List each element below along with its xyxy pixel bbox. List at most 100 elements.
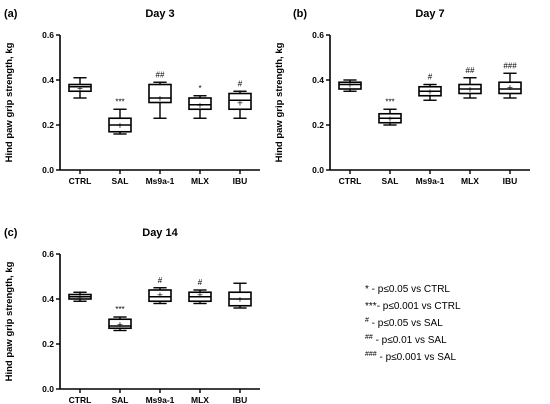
- y-tick-label: 0.6: [42, 30, 54, 40]
- y-axis-label: Hind paw grip strength, kg: [4, 261, 15, 381]
- y-tick-label: 0.6: [312, 30, 324, 40]
- y-tick-label: 0.2: [42, 120, 54, 130]
- legend-text: - p≤0.01 vs SAL: [373, 335, 447, 346]
- legend-item: ### - p≤0.001 vs SAL: [365, 351, 457, 363]
- legend-item: * - p≤0.05 vs CTRL: [365, 284, 450, 295]
- significance-mark: ###: [503, 61, 517, 70]
- significance-mark: #: [238, 79, 243, 88]
- legend-symbol: ##: [365, 334, 373, 341]
- box-ctrl: +: [68, 291, 92, 302]
- significance-mark: ##: [156, 70, 165, 79]
- significance-mark: #: [198, 278, 203, 287]
- box-iqr: [338, 81, 362, 90]
- panel-label: (c): [4, 227, 18, 239]
- box-ms9a-1: + ##: [148, 70, 172, 119]
- y-tick-label: 0.6: [42, 249, 54, 259]
- y-tick-label: 0.0: [42, 165, 54, 175]
- box-sal: + ***: [378, 97, 402, 126]
- x-tick-label: Ms9a-1: [146, 176, 175, 186]
- mean-marker: +: [237, 295, 244, 304]
- y-tick-label: 0.4: [42, 294, 54, 304]
- legend-text: - p≤0.05 vs SAL: [369, 318, 443, 329]
- legend-item: # - p≤0.05 vs SAL: [365, 317, 443, 329]
- legend-symbol: *: [365, 284, 369, 295]
- mean-marker: +: [467, 85, 474, 94]
- panel-label: (a): [4, 8, 18, 20]
- x-tick-label: Ms9a-1: [416, 176, 445, 186]
- box-ctrl: +: [338, 79, 362, 92]
- significance-mark: ***: [385, 97, 394, 106]
- significance-mark: ***: [115, 305, 124, 314]
- box-ibu: + ###: [498, 61, 522, 99]
- box-ms9a-1: +#: [418, 73, 442, 101]
- mean-marker: +: [237, 99, 244, 108]
- significance-mark: ***: [115, 97, 124, 106]
- mean-marker: +: [427, 87, 434, 96]
- box-sal: + ***: [108, 305, 132, 332]
- mean-marker: +: [157, 291, 164, 300]
- legend-item: ***- p≤0.001 vs CTRL: [365, 301, 461, 312]
- mean-marker: +: [77, 293, 84, 302]
- legend-symbol: ###: [365, 351, 377, 358]
- mean-marker: +: [387, 114, 394, 123]
- chart-title: Day 7: [415, 8, 444, 20]
- x-tick-label: Ms9a-1: [146, 395, 175, 404]
- box-iqr: [498, 81, 522, 95]
- legend-text: - p≤0.05 vs CTRL: [369, 284, 451, 295]
- significance-mark: #: [428, 73, 433, 82]
- mean-marker: +: [117, 320, 124, 329]
- box-sal: + ***: [108, 97, 132, 135]
- box-iqr: [108, 318, 132, 330]
- y-tick-label: 0.2: [312, 120, 324, 130]
- legend-symbol: ***: [365, 301, 377, 312]
- x-tick-label: SAL: [112, 395, 129, 404]
- y-tick-label: 0.2: [42, 339, 54, 349]
- legend-symbol: #: [365, 317, 369, 324]
- y-tick-label: 0.4: [312, 75, 324, 85]
- box-mlx: + ##: [458, 66, 482, 99]
- mean-marker: +: [157, 94, 164, 103]
- y-axis-label: Hind paw grip strength, kg: [274, 42, 285, 162]
- significance-mark: *: [198, 84, 201, 93]
- mean-marker: +: [117, 121, 124, 130]
- significance-mark: #: [158, 276, 163, 285]
- y-axis-label: Hind paw grip strength, kg: [4, 42, 15, 162]
- x-tick-label: MLX: [191, 395, 209, 404]
- chart-panel-1: (a) Day 3 Hind paw grip strength, kg 0.0 0.2…: [4, 8, 260, 186]
- mean-marker: +: [347, 81, 354, 90]
- significance-mark: ##: [466, 66, 475, 75]
- y-tick-label: 0.4: [42, 75, 54, 85]
- significance-legend: * - p≤0.05 vs CTRL ***- p≤0.001 vs CTRL # …: [365, 284, 461, 363]
- legend-text: - p≤0.001 vs SAL: [377, 352, 457, 363]
- mean-marker: +: [77, 84, 84, 93]
- x-tick-label: MLX: [461, 176, 479, 186]
- box-mlx: +#: [188, 278, 212, 305]
- box-iqr: [148, 289, 172, 303]
- box-iqr: [188, 97, 212, 111]
- y-tick-label: 0.0: [312, 165, 324, 175]
- box-iqr: [68, 83, 92, 93]
- legend-item: ## - p≤0.01 vs SAL: [365, 334, 447, 346]
- chart-title: Day 3: [145, 8, 174, 20]
- x-tick-label: CTRL: [69, 176, 92, 186]
- panel-label: (b): [293, 8, 307, 20]
- x-tick-label: CTRL: [339, 176, 362, 186]
- x-tick-label: MLX: [191, 176, 209, 186]
- x-tick-label: IBU: [503, 176, 518, 186]
- y-tick-label: 0.0: [42, 384, 54, 394]
- box-ibu: +#: [228, 79, 252, 119]
- x-tick-label: IBU: [233, 176, 248, 186]
- mean-marker: +: [507, 83, 514, 92]
- box-ibu: +: [228, 282, 252, 309]
- panels: (a) Day 3 Hind paw grip strength, kg 0.0 0.2…: [4, 8, 530, 404]
- box-mlx: +*: [188, 84, 212, 119]
- x-tick-label: CTRL: [69, 395, 92, 404]
- x-tick-label: SAL: [382, 176, 399, 186]
- legend-text: - p≤0.001 vs CTRL: [377, 301, 461, 312]
- box-iqr: [228, 92, 252, 111]
- x-tick-label: SAL: [112, 176, 129, 186]
- x-tick-label: IBU: [233, 395, 248, 404]
- chart-panel-2: (b) Day 7 Hind paw grip strength, kg 0.0 0.2…: [274, 8, 530, 186]
- box-ms9a-1: +#: [148, 276, 172, 305]
